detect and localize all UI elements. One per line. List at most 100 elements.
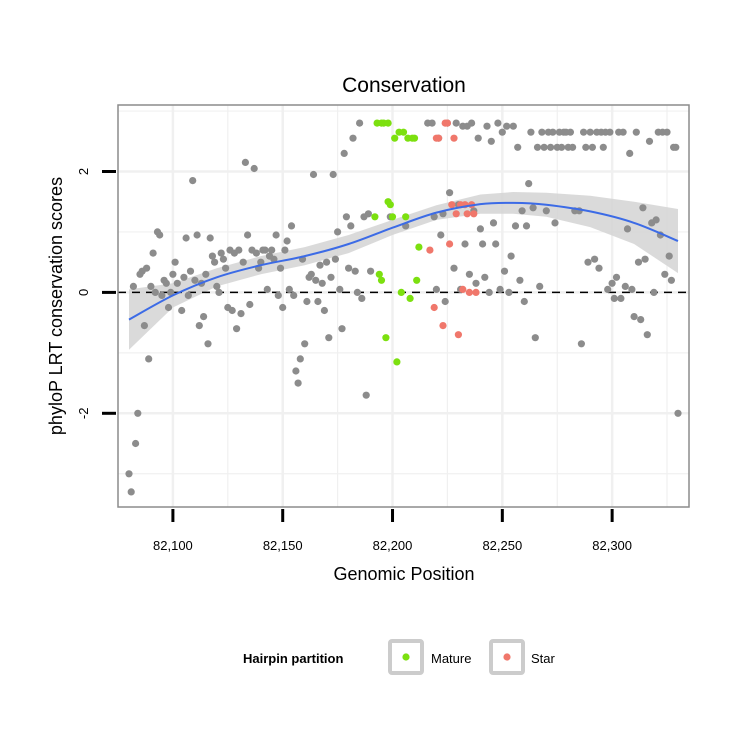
point-other [347,222,355,230]
point-other [483,122,491,130]
point-other [213,282,221,290]
x-tick-label: 82,200 [373,538,413,553]
point-other [650,288,658,296]
point-other [672,143,680,151]
point-other [487,137,495,145]
point-other [540,143,548,151]
point-other [244,231,252,239]
point-mature [410,134,419,142]
point-other [296,355,304,363]
point-other [127,488,135,496]
point-other [626,149,634,157]
point-other [132,439,140,448]
point-star [459,285,467,293]
point-other [643,331,651,339]
point-other [527,128,535,136]
point-other [228,306,236,315]
point-other [320,306,328,315]
point-other [630,313,638,321]
point-other [336,285,344,293]
point-other [472,279,480,287]
point-other [334,228,342,236]
point-other [529,204,537,212]
point-other [171,258,179,266]
point-other [533,143,542,151]
point-other [303,297,311,306]
point-other [531,334,539,342]
point-other [316,261,324,269]
point-other [356,119,364,127]
point-other [211,258,219,266]
point-other [193,231,201,239]
legend-title: Hairpin partition [243,651,343,666]
point-other [518,207,526,215]
point-other [511,222,520,230]
legend-item-mature: Mature [388,639,471,675]
point-other [158,291,166,299]
y-axis: -2 0 2 [76,168,116,419]
point-other [667,276,676,284]
point-other [604,285,612,293]
point-other [639,204,647,212]
x-tick-label: 82,250 [482,538,522,553]
point-other [591,255,599,263]
point-other [588,143,597,151]
point-star [443,119,451,127]
point-star [450,134,458,142]
point-other [430,213,438,221]
point-other [617,294,625,302]
point-other [279,303,287,312]
point-other [156,231,164,239]
point-other [186,267,195,275]
point-mature [393,358,401,366]
point-other [586,128,594,136]
point-other [189,177,197,185]
point-other [551,219,559,227]
legend-label-mature: Mature [431,651,471,666]
x-axis-title: Genomic Position [333,564,474,584]
point-other [632,128,640,136]
point-star [465,288,473,296]
point-other [437,231,445,239]
point-other [547,143,555,151]
point-other [538,128,546,136]
point-other [301,340,309,348]
x-axis: 82,100 82,150 82,200 82,250 82,300 [153,509,632,553]
point-other [129,282,137,290]
point-other [621,282,629,290]
point-other [494,119,502,127]
point-star [439,322,447,330]
point-other [151,288,159,296]
point-other [516,276,524,284]
point-other [191,276,199,284]
point-mature [413,276,421,284]
point-other [292,367,300,375]
point-star [448,201,456,209]
point-other [612,273,621,281]
point-other [358,294,366,302]
point-other [173,279,181,287]
point-other [367,267,375,275]
point-other [217,249,225,257]
point-other [645,137,654,145]
point-other [329,170,337,179]
point-other [241,158,249,166]
point-mature [402,213,410,221]
point-other [318,279,326,287]
point-other [496,285,504,293]
point-other [641,255,649,263]
point-other [268,246,276,254]
point-other [566,128,575,136]
point-other [169,270,177,278]
point-other [252,249,260,257]
point-other [610,294,618,302]
point-other [441,297,449,306]
point-other [323,258,331,266]
point-other [595,264,603,272]
point-star [454,331,462,339]
point-other [340,149,348,157]
point-other [634,258,643,266]
legend: Hairpin partition Mature Star [243,639,556,675]
point-other [623,225,632,233]
point-other [461,240,469,248]
